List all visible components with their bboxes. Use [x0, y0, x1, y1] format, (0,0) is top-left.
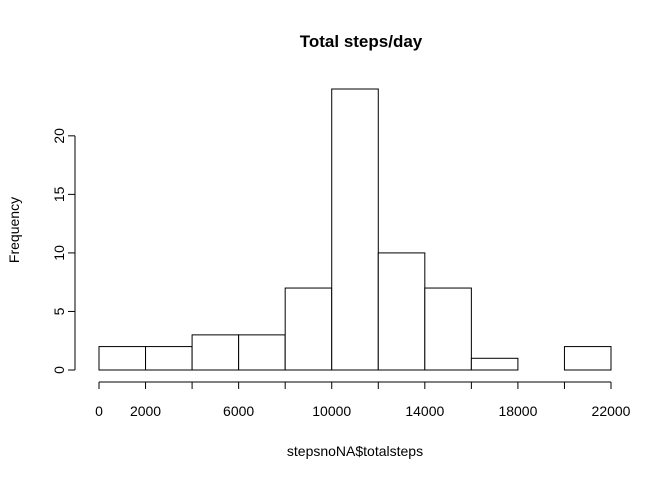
histogram-bar	[284, 287, 333, 371]
x-tick-label: 0	[95, 403, 103, 419]
y-tick-label: 10	[51, 245, 67, 261]
x-tick-label: 22000	[592, 403, 631, 419]
x-tick-label: 10000	[312, 403, 351, 419]
y-tick-label: 0	[51, 366, 67, 374]
histogram-bar	[377, 252, 426, 371]
y-axis-label: Frequency	[6, 197, 22, 263]
histogram-bar	[145, 346, 193, 371]
y-tick-label: 5	[51, 307, 67, 315]
bars-group	[98, 88, 612, 371]
y-axis: 0 5 10 15 20	[51, 128, 76, 374]
histogram-bar	[470, 357, 519, 371]
x-axis-label: stepsnoNA$totalsteps	[287, 443, 423, 459]
y-tick-label: 15	[51, 186, 67, 202]
x-tick-label: 6000	[223, 403, 254, 419]
histogram-bar	[331, 88, 379, 371]
histogram-bar	[191, 334, 240, 371]
chart-title: Total steps/day	[300, 32, 423, 51]
y-tick-label: 20	[51, 128, 67, 144]
x-tick-label: 18000	[498, 403, 537, 419]
x-tick-label: 2000	[130, 403, 161, 419]
x-tick-label: 14000	[405, 403, 444, 419]
histogram-bar	[238, 334, 286, 371]
histogram-bar	[98, 346, 147, 371]
x-axis: 0 2000 6000 10000 14000 18000 22000	[95, 381, 631, 419]
histogram-bar	[424, 287, 472, 371]
histogram-bar	[563, 346, 612, 371]
